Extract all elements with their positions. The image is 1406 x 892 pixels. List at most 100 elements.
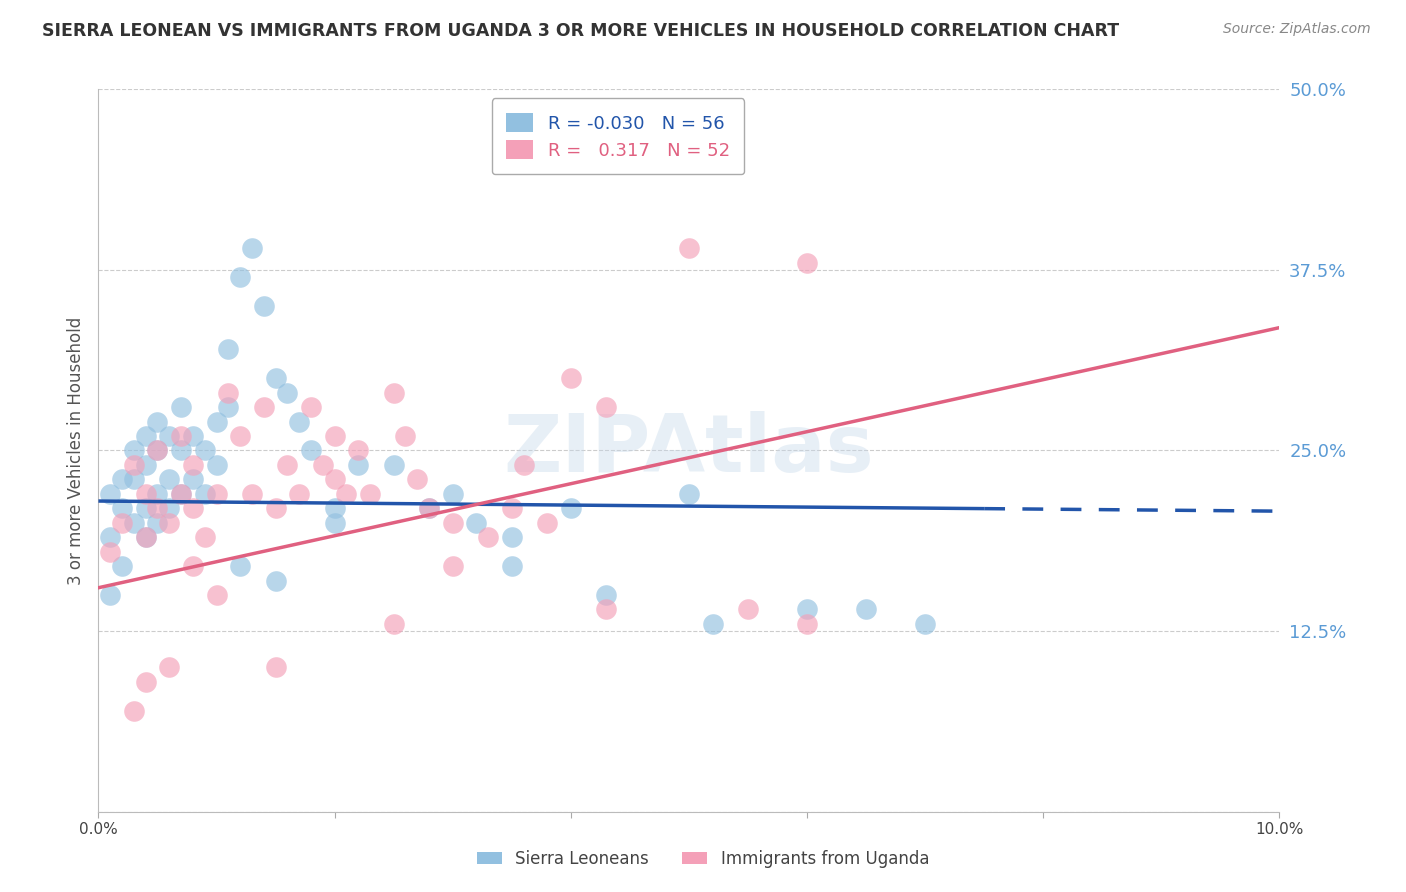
Point [157,501,180,516]
Point [170,443,193,458]
Point [323,472,346,486]
Point [217,400,239,414]
Point [418,501,440,516]
Point [111,501,134,516]
Point [170,487,193,501]
Point [253,400,276,414]
Point [855,602,877,616]
Point [312,458,335,472]
Point [796,255,818,269]
Point [146,443,169,458]
Point [264,574,287,588]
Point [264,660,287,674]
Point [146,501,169,516]
Point [135,487,157,501]
Point [229,559,252,574]
Point [157,472,180,486]
Point [359,487,381,501]
Point [501,530,523,544]
Point [122,443,145,458]
Point [678,241,700,255]
Point [347,458,370,472]
Point [146,415,169,429]
Point [205,487,228,501]
Point [276,385,298,400]
Point [264,371,287,385]
Text: Source: ZipAtlas.com: Source: ZipAtlas.com [1223,22,1371,37]
Point [135,530,157,544]
Point [98,588,121,602]
Point [170,487,193,501]
Point [217,343,239,357]
Point [205,588,228,602]
Point [737,602,759,616]
Point [217,385,239,400]
Point [111,472,134,486]
Point [135,501,157,516]
Point [501,559,523,574]
Point [98,544,121,558]
Point [264,501,287,516]
Point [181,458,204,472]
Point [181,472,204,486]
Point [560,371,582,385]
Point [181,429,204,443]
Point [441,559,464,574]
Point [157,429,180,443]
Point [560,501,582,516]
Point [796,616,818,631]
Point [347,443,370,458]
Point [194,443,217,458]
Point [122,704,145,718]
Point [288,487,311,501]
Legend: Sierra Leoneans, Immigrants from Uganda: Sierra Leoneans, Immigrants from Uganda [470,844,936,875]
Point [229,429,252,443]
Text: ZIPAtlas: ZIPAtlas [503,411,875,490]
Point [205,415,228,429]
Point [394,429,416,443]
Point [323,516,346,530]
Text: SIERRA LEONEAN VS IMMIGRANTS FROM UGANDA 3 OR MORE VEHICLES IN HOUSEHOLD CORRELA: SIERRA LEONEAN VS IMMIGRANTS FROM UGANDA… [42,22,1119,40]
Point [135,429,157,443]
Point [111,559,134,574]
Point [595,588,617,602]
Point [536,516,558,530]
Point [323,429,346,443]
Point [382,385,405,400]
Point [194,530,217,544]
Y-axis label: 3 or more Vehicles in Household: 3 or more Vehicles in Household [66,317,84,584]
Point [111,516,134,530]
Point [276,458,298,472]
Point [229,270,252,285]
Point [135,458,157,472]
Point [205,458,228,472]
Point [146,487,169,501]
Point [477,530,499,544]
Point [406,472,429,486]
Point [465,516,488,530]
Point [335,487,357,501]
Point [253,299,276,313]
Point [512,458,534,472]
Point [122,458,145,472]
Point [418,501,440,516]
Point [170,400,193,414]
Point [181,501,204,516]
Point [194,487,217,501]
Point [501,501,523,516]
Point [181,559,204,574]
Point [122,516,145,530]
Legend: R = -0.030   N = 56, R =   0.317   N = 52: R = -0.030 N = 56, R = 0.317 N = 52 [492,98,744,174]
Point [441,516,464,530]
Point [157,516,180,530]
Point [240,487,263,501]
Point [323,501,346,516]
Point [441,487,464,501]
Point [678,487,700,501]
Point [98,487,121,501]
Point [288,415,311,429]
Point [595,400,617,414]
Point [595,602,617,616]
Point [914,616,936,631]
Point [146,516,169,530]
